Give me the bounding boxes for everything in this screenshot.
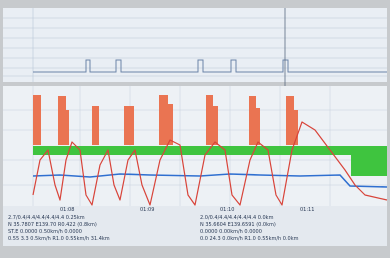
info-line: 2.0/0.4/4.4/4.4/4.4/4.4 0.0km: [200, 215, 274, 221]
monitor-ui: 01:08 01:09 01:10 01:11 2.7/0.4/4.4/4.4/…: [0, 0, 390, 258]
info-line: ST.E 0.0000 0.50km/h 0.0000: [8, 229, 82, 235]
green-block: [351, 146, 387, 176]
time-label: 01:10: [220, 207, 234, 213]
time-label: 01:09: [140, 207, 154, 213]
signal-pane: [3, 8, 387, 82]
time-label: 01:08: [60, 207, 74, 213]
info-line: 0.0 24.3 0.0km/h R1.0 0.55km/h 0.0km: [200, 236, 299, 242]
time-label: 01:11: [300, 207, 314, 213]
info-line: 2.7/0.4/4.4/4.4/4.4/4.4 0.25km: [8, 215, 85, 221]
info-line: 0.55 3.3 0.5km/h R1.0 0.55km/h 31.4km: [8, 236, 110, 242]
info-line: 0.0000 0.00km/h 0.0000: [200, 229, 262, 235]
info-line: N 35.7807 E139.70 R0.422 (0.8km): [8, 222, 97, 228]
screen: 01:08 01:09 01:10 01:11 2.7/0.4/4.4/4.4/…: [0, 0, 390, 258]
info-line: N 35.6604 E139.6591 (0.0km): [200, 222, 276, 228]
